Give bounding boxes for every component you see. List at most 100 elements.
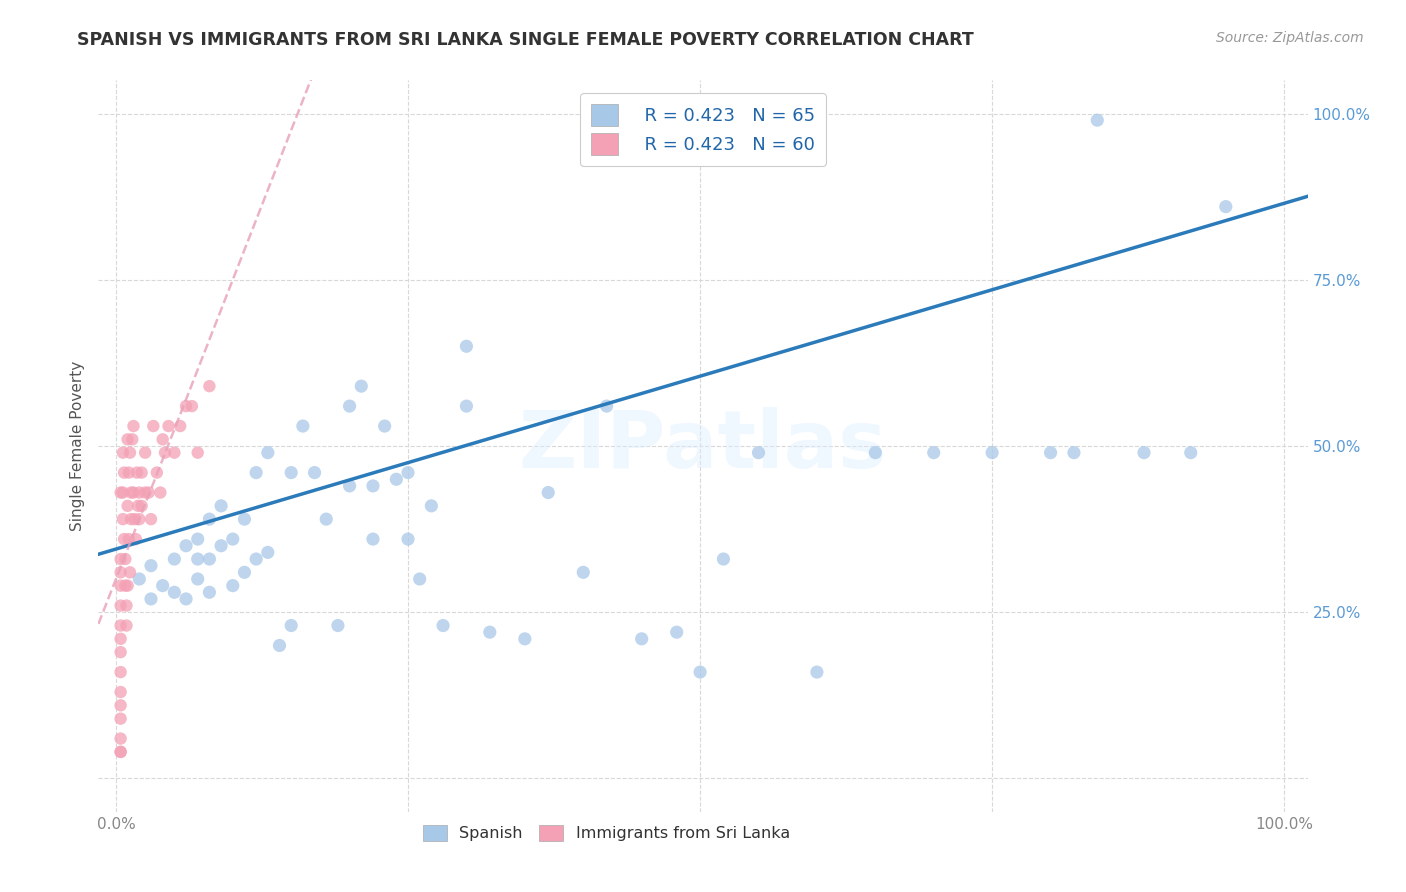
Spanish bbox=[1180, 445, 1202, 459]
Spanish bbox=[747, 445, 769, 459]
Immigrants from Sri Lanka bbox=[134, 485, 156, 500]
Immigrants from Sri Lanka bbox=[110, 552, 132, 566]
Immigrants from Sri Lanka bbox=[110, 632, 132, 646]
Immigrants from Sri Lanka bbox=[114, 579, 136, 593]
Spanish bbox=[187, 532, 209, 546]
Spanish bbox=[665, 625, 688, 640]
Immigrants from Sri Lanka bbox=[125, 532, 148, 546]
Immigrants from Sri Lanka bbox=[112, 466, 135, 480]
Spanish bbox=[245, 466, 267, 480]
Immigrants from Sri Lanka bbox=[110, 712, 132, 726]
Immigrants from Sri Lanka bbox=[146, 466, 169, 480]
Spanish bbox=[269, 639, 291, 653]
Spanish bbox=[198, 585, 221, 599]
Spanish bbox=[187, 552, 209, 566]
Spanish bbox=[222, 579, 245, 593]
Spanish bbox=[1085, 113, 1108, 128]
Spanish bbox=[187, 572, 209, 586]
Text: ZIPatlas: ZIPatlas bbox=[519, 407, 887, 485]
Spanish bbox=[572, 566, 595, 580]
Spanish bbox=[198, 512, 221, 526]
Spanish bbox=[139, 591, 162, 606]
Immigrants from Sri Lanka bbox=[118, 532, 141, 546]
Immigrants from Sri Lanka bbox=[163, 445, 186, 459]
Immigrants from Sri Lanka bbox=[153, 445, 176, 459]
Spanish bbox=[339, 399, 361, 413]
Immigrants from Sri Lanka bbox=[117, 499, 139, 513]
Immigrants from Sri Lanka bbox=[118, 466, 141, 480]
Spanish bbox=[409, 572, 432, 586]
Spanish bbox=[174, 539, 197, 553]
Spanish bbox=[174, 591, 197, 606]
Text: Source: ZipAtlas.com: Source: ZipAtlas.com bbox=[1216, 31, 1364, 45]
Spanish bbox=[456, 399, 478, 413]
Spanish bbox=[209, 499, 232, 513]
Spanish bbox=[163, 585, 186, 599]
Spanish bbox=[1039, 445, 1062, 459]
Immigrants from Sri Lanka bbox=[115, 618, 138, 632]
Immigrants from Sri Lanka bbox=[131, 499, 153, 513]
Immigrants from Sri Lanka bbox=[180, 399, 202, 413]
Spanish bbox=[163, 552, 186, 566]
Spanish bbox=[139, 558, 162, 573]
Immigrants from Sri Lanka bbox=[110, 599, 132, 613]
Spanish bbox=[981, 445, 1004, 459]
Spanish bbox=[478, 625, 501, 640]
Spanish bbox=[350, 379, 373, 393]
Immigrants from Sri Lanka bbox=[122, 485, 145, 500]
Spanish bbox=[256, 545, 278, 559]
Spanish bbox=[396, 466, 419, 480]
Immigrants from Sri Lanka bbox=[110, 579, 132, 593]
Spanish bbox=[326, 618, 349, 632]
Immigrants from Sri Lanka bbox=[118, 445, 141, 459]
Immigrants from Sri Lanka bbox=[117, 433, 139, 447]
Spanish bbox=[339, 479, 361, 493]
Immigrants from Sri Lanka bbox=[110, 665, 132, 679]
Spanish bbox=[865, 445, 887, 459]
Legend: Spanish, Immigrants from Sri Lanka: Spanish, Immigrants from Sri Lanka bbox=[416, 818, 796, 847]
Immigrants from Sri Lanka bbox=[110, 566, 132, 580]
Immigrants from Sri Lanka bbox=[111, 512, 134, 526]
Spanish bbox=[280, 618, 302, 632]
Immigrants from Sri Lanka bbox=[128, 485, 150, 500]
Y-axis label: Single Female Poverty: Single Female Poverty bbox=[70, 361, 86, 531]
Immigrants from Sri Lanka bbox=[110, 645, 132, 659]
Immigrants from Sri Lanka bbox=[115, 599, 138, 613]
Spanish bbox=[922, 445, 945, 459]
Spanish bbox=[689, 665, 711, 679]
Immigrants from Sri Lanka bbox=[138, 485, 160, 500]
Immigrants from Sri Lanka bbox=[125, 466, 148, 480]
Spanish bbox=[1133, 445, 1156, 459]
Spanish bbox=[256, 445, 278, 459]
Immigrants from Sri Lanka bbox=[110, 745, 132, 759]
Spanish bbox=[806, 665, 828, 679]
Immigrants from Sri Lanka bbox=[174, 399, 197, 413]
Spanish bbox=[713, 552, 735, 566]
Spanish bbox=[291, 419, 314, 434]
Spanish bbox=[396, 532, 419, 546]
Spanish bbox=[222, 532, 245, 546]
Spanish bbox=[456, 339, 478, 353]
Spanish bbox=[1215, 200, 1237, 214]
Immigrants from Sri Lanka bbox=[169, 419, 191, 434]
Spanish bbox=[361, 532, 384, 546]
Immigrants from Sri Lanka bbox=[134, 445, 156, 459]
Immigrants from Sri Lanka bbox=[118, 566, 141, 580]
Spanish bbox=[1063, 445, 1085, 459]
Spanish bbox=[128, 572, 150, 586]
Immigrants from Sri Lanka bbox=[139, 512, 162, 526]
Spanish bbox=[420, 499, 443, 513]
Spanish bbox=[315, 512, 337, 526]
Spanish bbox=[374, 419, 396, 434]
Immigrants from Sri Lanka bbox=[121, 433, 143, 447]
Spanish bbox=[630, 632, 652, 646]
Immigrants from Sri Lanka bbox=[114, 552, 136, 566]
Spanish bbox=[245, 552, 267, 566]
Spanish bbox=[385, 472, 408, 486]
Spanish bbox=[513, 632, 536, 646]
Immigrants from Sri Lanka bbox=[117, 579, 139, 593]
Immigrants from Sri Lanka bbox=[124, 512, 146, 526]
Spanish bbox=[432, 618, 454, 632]
Immigrants from Sri Lanka bbox=[142, 419, 165, 434]
Immigrants from Sri Lanka bbox=[187, 445, 209, 459]
